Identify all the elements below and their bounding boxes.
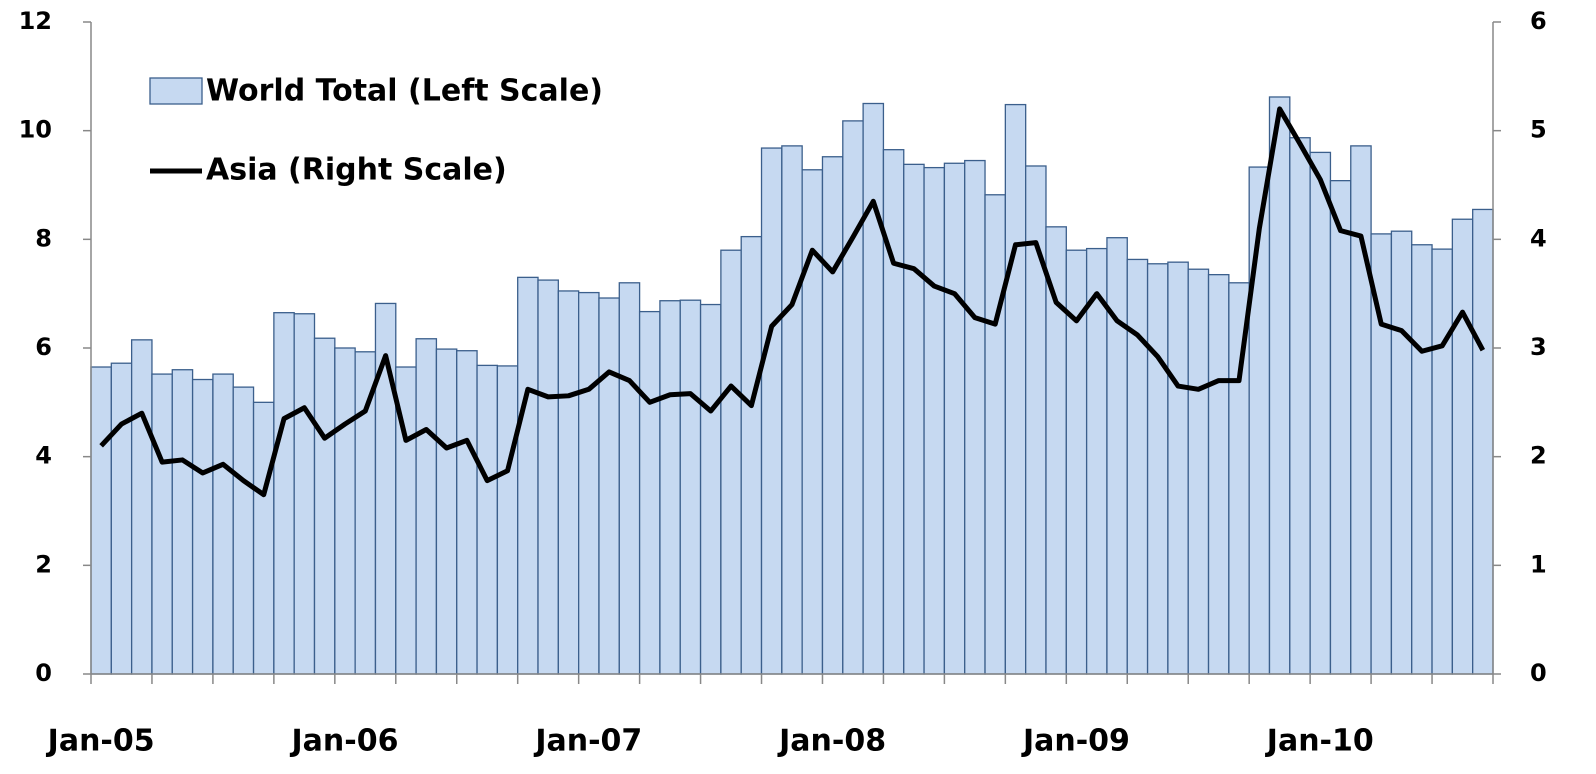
bar	[1207, 273, 1230, 675]
bar	[1187, 268, 1210, 675]
bar	[1451, 218, 1474, 675]
bar	[1106, 237, 1128, 675]
bar	[1289, 137, 1311, 675]
bar	[984, 194, 1006, 675]
bar	[212, 373, 234, 675]
bar	[252, 401, 275, 675]
bar	[882, 149, 905, 675]
bar	[273, 312, 295, 675]
y2-tick-label: 6	[1530, 7, 1547, 35]
x-tick-label: Jan-08	[777, 724, 886, 759]
bar	[801, 169, 824, 675]
bar	[313, 337, 336, 675]
line	[99, 106, 1486, 498]
bar	[110, 362, 133, 675]
bar	[1126, 258, 1149, 675]
bar	[1268, 96, 1291, 675]
bar	[1329, 180, 1352, 675]
bar	[1167, 261, 1189, 675]
bar	[191, 378, 214, 675]
bar	[720, 249, 742, 675]
bar	[842, 120, 864, 675]
bar	[1309, 151, 1332, 675]
bar	[781, 145, 803, 675]
y2-tick-label: 0	[1530, 659, 1547, 687]
bar	[659, 300, 681, 675]
legend-swatch	[149, 77, 203, 105]
x-tick-label: Jan-10	[1265, 724, 1374, 759]
bar	[1390, 230, 1413, 675]
bar	[1085, 247, 1108, 675]
y2-tick-label: 2	[1530, 442, 1547, 470]
bar	[90, 366, 112, 675]
bar	[293, 313, 316, 675]
bar	[862, 102, 885, 675]
legend-label: Asia (Right Scale)	[206, 153, 507, 188]
bar	[740, 235, 763, 675]
bar	[760, 147, 783, 675]
y2-tick-label: 3	[1530, 333, 1547, 361]
y-tick-label: 2	[35, 550, 52, 578]
bar	[923, 166, 946, 675]
bar	[699, 303, 722, 675]
bar	[964, 159, 986, 675]
bar	[598, 297, 620, 675]
bar	[821, 156, 844, 675]
x-tick-label: Jan-09	[1021, 724, 1130, 759]
legend-label: World Total (Left Scale)	[206, 74, 603, 109]
x-tick-label: Jan-05	[46, 724, 155, 759]
y-tick-label: 10	[19, 116, 52, 144]
bar	[618, 282, 641, 675]
y-tick-label: 12	[19, 7, 52, 35]
bar	[517, 276, 539, 675]
y-tick-label: 8	[35, 224, 52, 252]
y-tick-label: 0	[35, 659, 52, 687]
bar	[578, 291, 600, 675]
bar	[354, 351, 377, 675]
bar	[476, 364, 499, 675]
bar	[334, 347, 356, 675]
bar	[151, 373, 173, 675]
bar	[1146, 263, 1169, 675]
bar	[537, 279, 559, 675]
bar	[1411, 244, 1433, 675]
y-tick-label: 6	[35, 333, 52, 361]
x-tick-label: Jan-07	[533, 724, 642, 759]
bar	[496, 365, 519, 675]
x-tick-label: Jan-06	[290, 724, 399, 759]
bar	[1045, 226, 1067, 675]
bar	[557, 290, 580, 675]
bar	[1472, 208, 1494, 675]
bar	[1431, 248, 1454, 675]
bar	[679, 299, 702, 675]
bar	[435, 348, 458, 675]
bar	[1350, 145, 1372, 675]
y2-tick-label: 4	[1530, 224, 1547, 252]
y2-tick-label: 5	[1530, 116, 1547, 144]
bar	[130, 339, 153, 675]
bar	[903, 163, 925, 675]
y-tick-label: 4	[35, 442, 52, 470]
bar	[171, 369, 194, 675]
bar	[638, 310, 661, 675]
bar	[1004, 103, 1027, 675]
bar	[232, 386, 255, 675]
bar	[943, 162, 966, 675]
bar	[415, 338, 438, 675]
y2-tick-label: 1	[1530, 550, 1547, 578]
bar	[456, 350, 478, 675]
